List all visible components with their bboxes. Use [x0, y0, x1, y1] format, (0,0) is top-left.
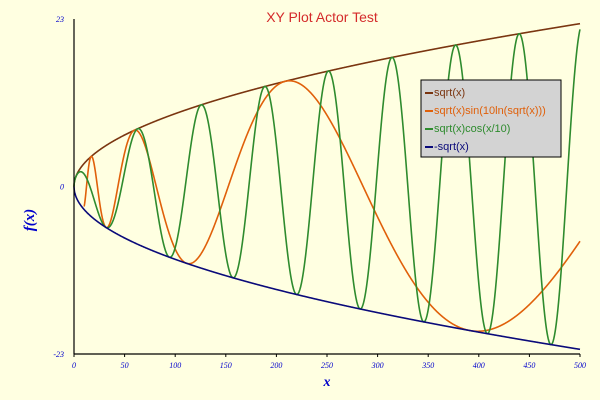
legend-entry: -sqrt(x)	[434, 141, 469, 153]
y-axis-label: f(x)	[22, 209, 38, 232]
y-tick-label: -23	[53, 350, 64, 359]
y-tick-labels: -23 0 23	[53, 15, 64, 359]
x-tick-label: 250	[321, 361, 333, 370]
legend-entry: sqrt(x)sin(10ln(sqrt(x)))	[434, 105, 546, 117]
x-tick-label: 150	[220, 361, 232, 370]
x-axis-label: x	[323, 375, 331, 390]
series-line-2	[83, 79, 581, 333]
y-tick-label: 23	[56, 15, 64, 24]
series-line-4	[73, 186, 581, 351]
legend-entry: sqrt(x)cos(x/10)	[434, 123, 510, 135]
x-tick-label: 500	[574, 361, 586, 370]
chart-title: XY Plot Actor Test	[266, 9, 378, 25]
legend-entry: sqrt(x)	[434, 87, 465, 99]
x-tick-label: 200	[270, 361, 282, 370]
x-tick-label: 450	[523, 361, 535, 370]
x-tick-label: 350	[421, 361, 434, 370]
legend: sqrt(x) sqrt(x)sin(10ln(sqrt(x))) sqrt(x)c…	[420, 79, 562, 158]
legend-box	[420, 79, 562, 158]
x-tick-label: 0	[72, 361, 76, 370]
y-tick-label: 0	[60, 183, 64, 192]
x-tick-label: 300	[371, 361, 384, 370]
x-tick-label: 50	[121, 361, 129, 370]
x-tick-label: 100	[169, 361, 181, 370]
series-line-3	[73, 29, 581, 346]
x-tick-label: 400	[473, 361, 485, 370]
x-tick-labels: 0 50 100 150 200 250 300 350 400 450 500	[72, 354, 586, 370]
series-layer	[73, 22, 581, 351]
